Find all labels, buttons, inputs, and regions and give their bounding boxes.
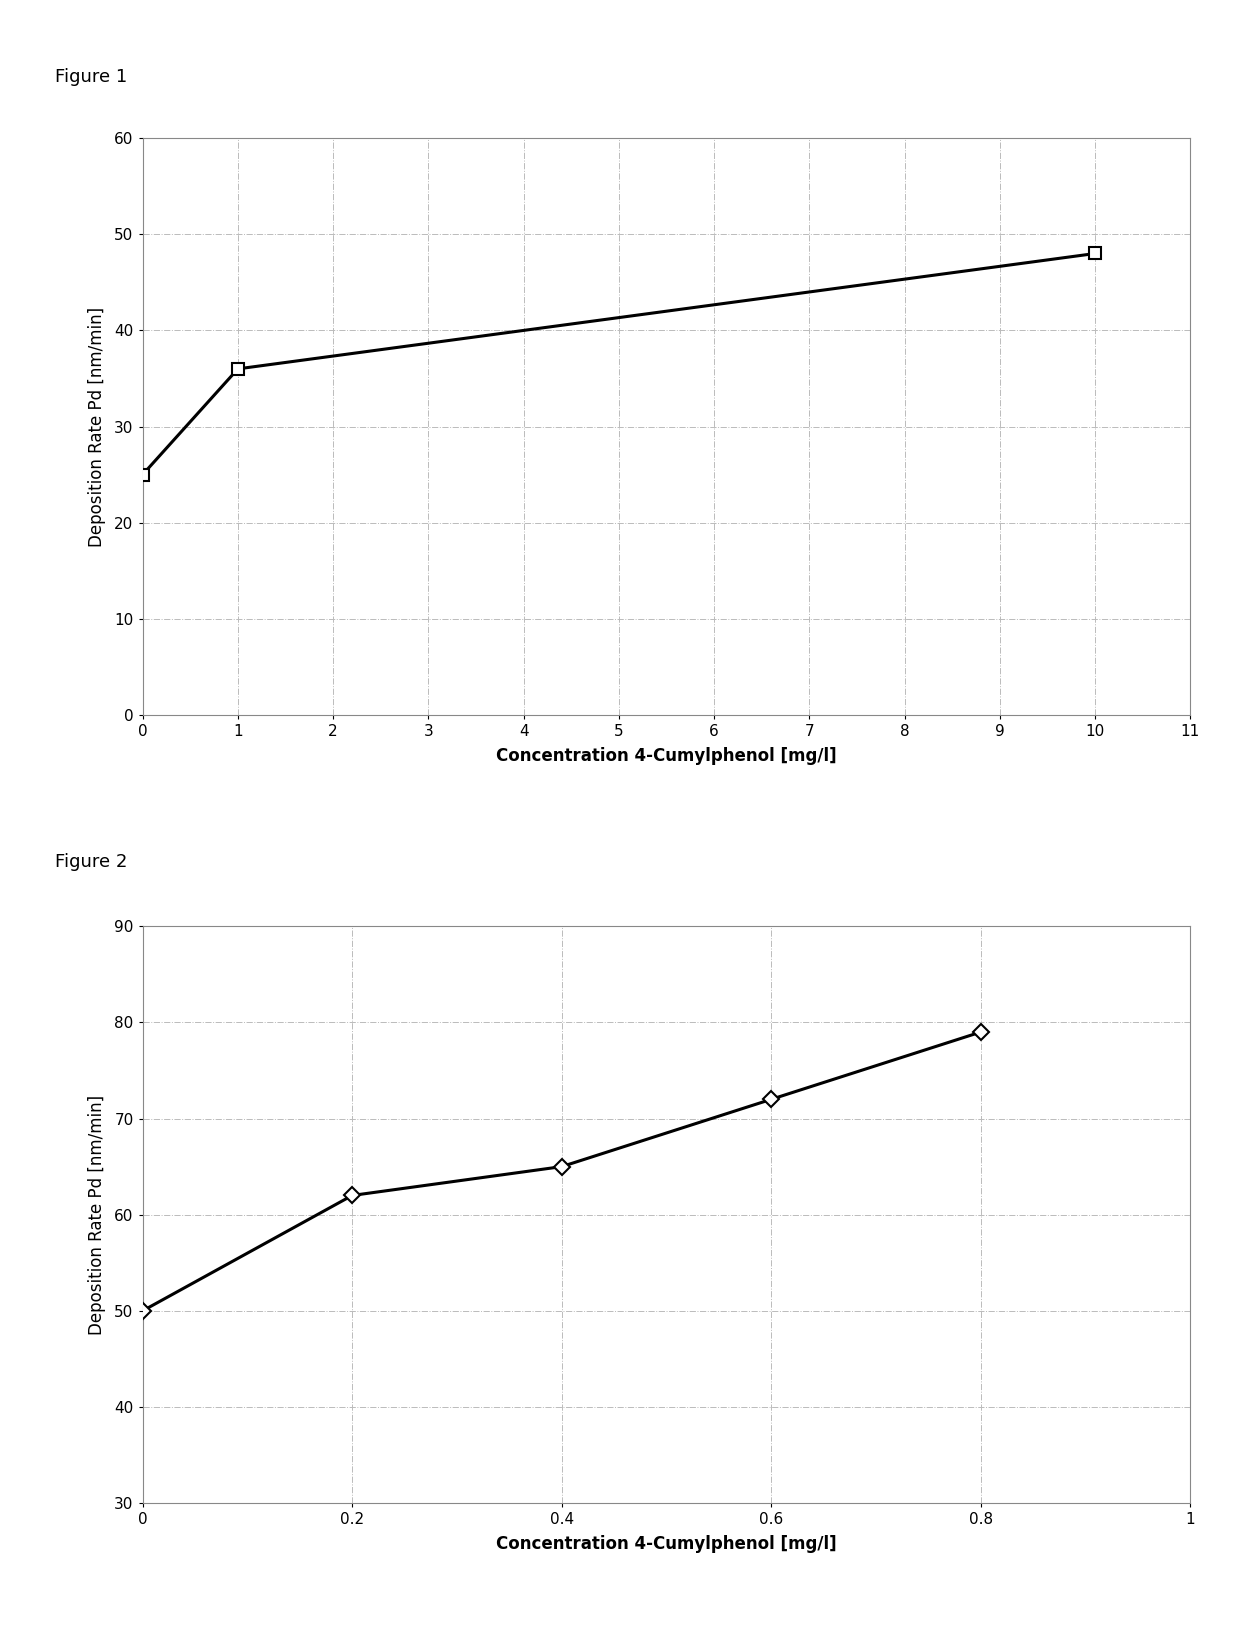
Text: Figure 2: Figure 2 [55,853,126,871]
X-axis label: Concentration 4-Cumylphenol [mg/l]: Concentration 4-Cumylphenol [mg/l] [496,748,837,765]
Text: Figure 1: Figure 1 [55,68,126,86]
Y-axis label: Deposition Rate Pd [nm/min]: Deposition Rate Pd [nm/min] [88,307,105,546]
X-axis label: Concentration 4-Cumylphenol [mg/l]: Concentration 4-Cumylphenol [mg/l] [496,1536,837,1554]
Y-axis label: Deposition Rate Pd [nm/min]: Deposition Rate Pd [nm/min] [88,1095,105,1334]
